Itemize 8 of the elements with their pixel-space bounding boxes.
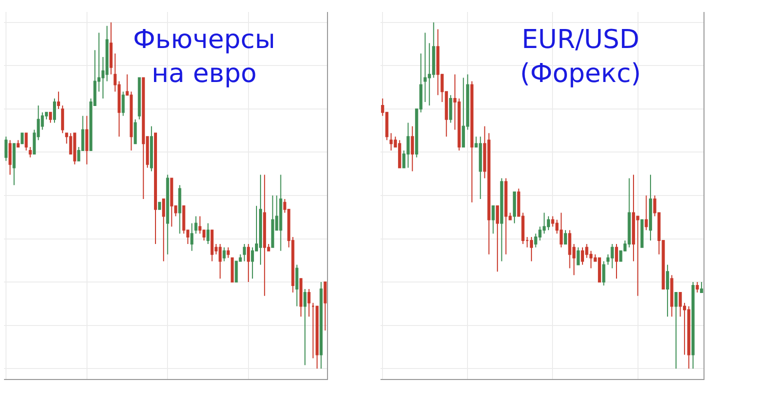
candlestick (598, 257, 602, 283)
text: EUR/USD (Форекс) (520, 25, 642, 89)
candlestick (234, 260, 238, 283)
candlestick (640, 219, 644, 248)
candlestick (20, 132, 24, 144)
candlestick (158, 202, 162, 210)
candlestick (230, 257, 234, 283)
text: Фьючерсы на евро (133, 25, 276, 89)
